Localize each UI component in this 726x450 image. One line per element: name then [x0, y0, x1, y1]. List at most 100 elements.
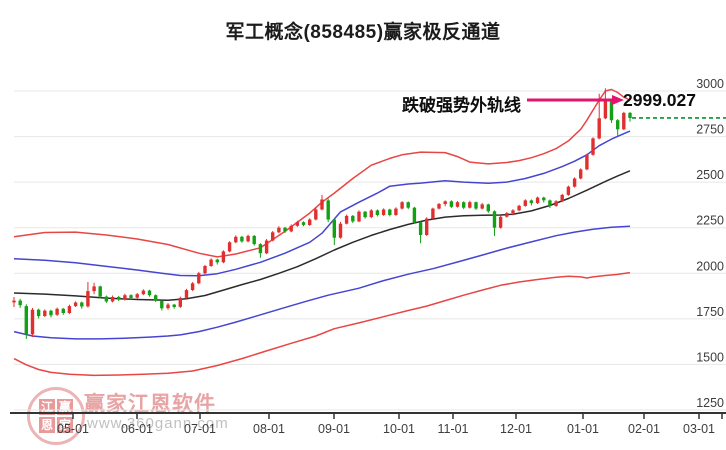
candle-body	[351, 215, 355, 222]
x-tick-label: 11-01	[437, 422, 468, 436]
x-tick-label: 03-01	[683, 422, 715, 436]
candle-body	[338, 223, 343, 238]
candle-body	[209, 259, 213, 266]
candle-body	[609, 100, 614, 121]
candle-body	[160, 301, 164, 309]
y-tick-label: 2750	[696, 123, 724, 137]
candle-body	[535, 197, 540, 204]
candle-body	[425, 218, 429, 235]
candle-body	[597, 118, 601, 139]
y-tick-label: 1250	[696, 396, 724, 410]
candle-body	[166, 304, 170, 309]
candle-body	[135, 294, 139, 298]
candle-body	[431, 208, 435, 219]
candle-body	[523, 200, 527, 206]
candle-body	[246, 235, 250, 242]
x-tick-label: 07-01	[184, 422, 216, 436]
x-tick-label: 12-01	[500, 422, 532, 436]
candle-body	[480, 204, 484, 209]
candle-body	[67, 306, 72, 313]
candle-body	[154, 295, 158, 301]
candle-body	[492, 211, 497, 228]
candle-body	[12, 300, 16, 303]
y-tick-label: 2500	[696, 168, 724, 182]
candle-body	[591, 138, 595, 155]
candle-body	[566, 186, 571, 195]
page-title: 军工概念(858485)赢家极反通道	[225, 22, 501, 43]
candle-body	[585, 154, 589, 170]
x-tick-label: 01-01	[567, 422, 599, 436]
x-tick-label: 06-01	[121, 422, 153, 436]
candle-body	[104, 296, 109, 302]
candle-body	[117, 297, 121, 300]
candle-body	[560, 194, 564, 202]
candle-body	[190, 283, 195, 290]
inner-lower-channel-line	[13, 225, 631, 340]
candle-body	[603, 100, 608, 119]
x-tick-label: 10-01	[383, 422, 415, 436]
candle-body	[172, 304, 176, 307]
candle-body	[283, 227, 287, 232]
x-tick-label: 02-01	[628, 422, 660, 436]
candle-body	[406, 202, 410, 208]
y-tick-label: 2000	[696, 259, 724, 273]
outer-lower-channel-line	[13, 271, 631, 377]
candle-body	[227, 242, 232, 252]
candle-body	[234, 236, 238, 243]
candle-body	[197, 273, 201, 284]
candle-body	[498, 216, 503, 228]
y-tick-label: 3000	[696, 77, 724, 91]
candle-body	[357, 211, 361, 222]
candle-body	[529, 200, 534, 204]
candle-body	[147, 290, 152, 296]
candle-body	[369, 210, 373, 218]
candle-body	[443, 201, 447, 204]
x-tick-label: 08-01	[253, 422, 285, 436]
candle-body	[437, 204, 441, 209]
middle-channel-line	[13, 170, 631, 302]
candle-body	[554, 201, 558, 206]
candle-body	[616, 120, 620, 130]
candle-body	[215, 259, 219, 263]
candle-body	[295, 222, 300, 226]
candle-body	[462, 202, 466, 208]
candle-body	[363, 211, 367, 218]
candle-body	[332, 219, 336, 238]
annotation-arrow-head	[612, 95, 624, 105]
candle-body	[474, 202, 478, 209]
candle-body	[326, 200, 330, 220]
candle-body	[579, 169, 583, 179]
candle-body	[30, 309, 35, 335]
candle-body	[517, 205, 521, 211]
candle-body	[289, 225, 293, 232]
candle-body	[468, 202, 472, 208]
candle-body	[129, 295, 133, 298]
candle-body	[80, 302, 84, 307]
candle-body	[628, 112, 632, 118]
x-tick-label: 09-01	[318, 422, 350, 436]
candle-body	[320, 199, 324, 210]
candle-body	[123, 295, 127, 300]
candle-body	[308, 219, 312, 225]
breakout-annotation-label: 跌破强势外轨线	[402, 96, 521, 115]
inner-upper-channel-line	[13, 130, 631, 277]
candle-body	[394, 208, 398, 215]
candle-body	[178, 297, 182, 307]
candle-body	[73, 302, 78, 307]
y-tick-label: 2250	[696, 214, 724, 228]
candle-body	[55, 308, 59, 315]
candle-body	[43, 310, 47, 316]
candle-body	[511, 210, 515, 214]
outer-upper-channel-line	[13, 88, 631, 258]
candle-body	[486, 204, 490, 212]
candle-body	[314, 209, 318, 220]
candle-body	[141, 290, 146, 295]
candle-body	[264, 240, 269, 254]
candle-body	[36, 309, 41, 317]
candle-body	[455, 202, 460, 207]
candle-body	[388, 209, 392, 215]
candle-body	[418, 222, 423, 235]
y-tick-label: 1500	[696, 350, 724, 364]
candle-body	[221, 251, 226, 263]
